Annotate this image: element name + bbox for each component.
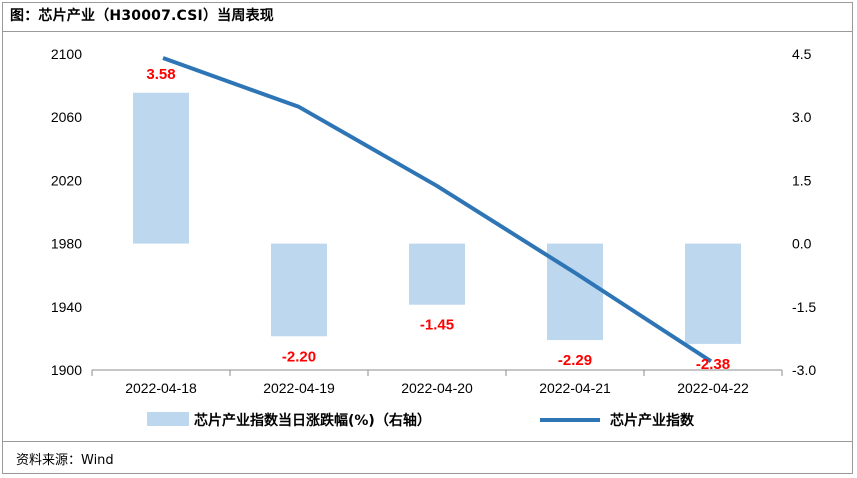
- left-axis-tick: 1900: [51, 362, 82, 378]
- left-axis-tick: 2100: [51, 46, 82, 62]
- right-axis-tick: 1.5: [792, 172, 812, 188]
- bar-2022-04-21: [547, 243, 603, 341]
- x-axis-label: 2022-04-21: [539, 380, 611, 396]
- right-axis-tick: -3.0: [792, 362, 816, 378]
- title-divider: [2, 31, 853, 32]
- left-axis-tick: 1980: [51, 236, 82, 252]
- bar-data-label: 3.58: [146, 66, 175, 83]
- legend-bar-swatch: [147, 412, 189, 426]
- bar-2022-04-19: [271, 243, 327, 337]
- right-axis-tick: 4.5: [792, 46, 812, 62]
- bar-2022-04-18: [133, 92, 189, 244]
- source-note: 资料来源：Wind: [16, 453, 114, 468]
- legend-line-label: 芯片产业指数: [610, 412, 695, 429]
- right-axis-tick: -1.5: [792, 299, 816, 315]
- left-axis-tick: 2020: [51, 172, 82, 188]
- x-axis-label: 2022-04-20: [401, 380, 473, 396]
- index-line: [162, 56, 713, 363]
- bar-2022-04-22: [685, 243, 741, 344]
- left-axis-tick: 1940: [51, 299, 82, 315]
- x-axis-label: 2022-04-22: [677, 380, 749, 396]
- bar-2022-04-20: [409, 243, 465, 305]
- bar-data-label: -2.29: [558, 352, 592, 369]
- left-axis-tick: 2060: [51, 109, 82, 125]
- right-axis-tick: 3.0: [792, 109, 812, 125]
- x-axis-label: 2022-04-19: [263, 380, 335, 396]
- source-divider: [2, 441, 853, 442]
- chart-title: 图：芯片产业（H30007.CSI）当周表现: [10, 8, 274, 24]
- bar-data-label: -1.45: [420, 317, 454, 334]
- x-axis-label: 2022-04-18: [125, 380, 197, 396]
- legend-bar-label: 芯片产业指数当日涨跌幅(%)（右轴）: [194, 412, 431, 429]
- bar-data-label: -2.38: [696, 356, 730, 373]
- chart-plot: 2100 2060 2020 1980 1940 1900 4.5 3.0 1.5 0.0 -1.…: [51, 46, 816, 429]
- right-axis-tick: 0.0: [792, 236, 812, 252]
- bar-data-label: -2.20: [282, 348, 316, 365]
